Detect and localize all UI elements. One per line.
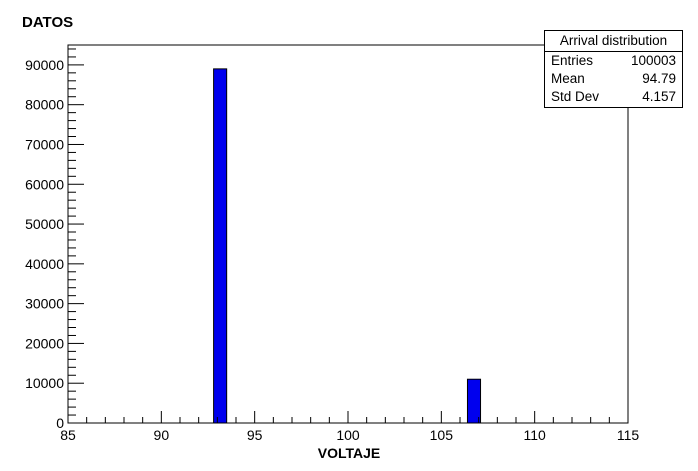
stats-value: 4.157 [642,89,676,104]
x-tick-label: 95 [247,427,263,443]
stats-title: Arrival distribution [545,31,682,52]
x-axis-label-text: VOLTAJE [317,445,381,461]
y-tick-label: 30000 [25,296,64,312]
y-tick-label: 40000 [25,256,64,272]
y-tick-label: 50000 [25,216,64,232]
x-tick-label: 100 [336,427,360,443]
histogram-bar [213,68,228,424]
stats-row-mean: Mean 94.79 [545,70,682,88]
y-tick-label: 20000 [25,335,64,351]
stats-label: Std Dev [551,89,600,104]
stats-value: 100003 [630,53,676,68]
y-tick-label: 0 [56,415,64,431]
chart-title: DATOS [22,14,74,31]
y-tick-label: 90000 [25,57,64,73]
stats-value: 94.79 [642,71,676,86]
x-tick-label: 115 [617,427,640,443]
y-tick-label: 80000 [25,97,64,113]
histogram-bar [466,378,482,424]
stats-label: Entries [551,53,594,68]
x-tick-label: 110 [524,427,547,443]
y-tick-label: 10000 [25,375,64,391]
stats-label: Mean [551,71,585,86]
stats-row-entries: Entries 100003 [545,52,682,70]
x-tick-label: 105 [430,427,454,443]
x-axis-label: VOLTAJE [0,445,698,461]
stats-row-stddev: Std Dev 4.157 [545,88,682,106]
x-tick-label: 85 [60,427,76,443]
x-tick-label: 90 [154,427,170,443]
y-tick-label: 70000 [25,136,64,152]
stats-box: Arrival distribution Entries 100003 Mean… [544,30,683,108]
y-tick-label: 60000 [25,176,64,192]
